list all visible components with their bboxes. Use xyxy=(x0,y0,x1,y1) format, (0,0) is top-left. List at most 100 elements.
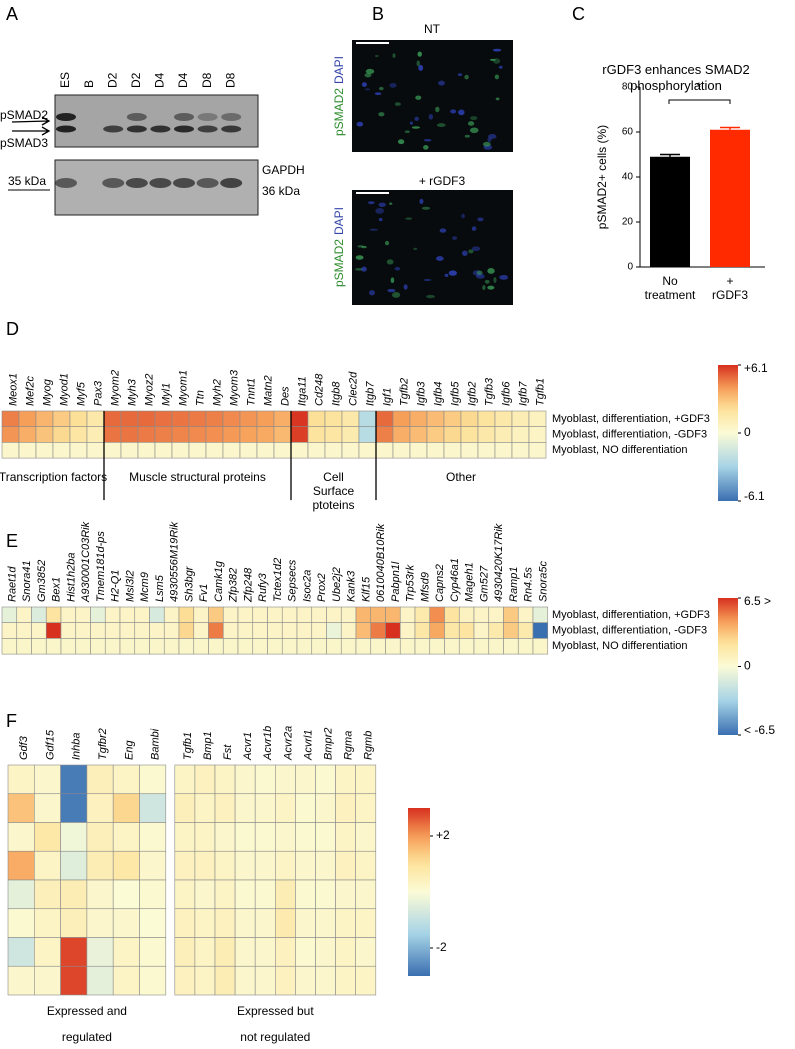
colorbar xyxy=(718,598,738,735)
cell xyxy=(464,74,469,80)
heatmap-cell xyxy=(222,442,241,459)
gene-label: Bmp1 xyxy=(202,731,214,760)
heatmap-cell xyxy=(33,965,61,996)
gene-label: Myoz2 xyxy=(143,374,155,406)
heatmap-cell xyxy=(31,638,47,655)
lane-label: ES xyxy=(58,72,72,88)
cell xyxy=(470,127,479,134)
gene-label: Zfp248 xyxy=(242,567,254,603)
heatmap-cell xyxy=(409,426,428,443)
cell xyxy=(439,228,447,233)
gene-label: Acvr2a xyxy=(282,726,294,761)
heatmap-cell xyxy=(149,622,165,639)
heatmap-cell xyxy=(174,822,196,852)
heatmap-cell xyxy=(399,606,416,623)
heatmap-cell xyxy=(315,937,336,967)
panel-letter: F xyxy=(6,711,17,731)
heatmap-cell xyxy=(137,426,156,443)
heatmap-cell xyxy=(488,638,504,655)
heatmap-cell xyxy=(33,850,61,881)
gene-label: Myog xyxy=(41,378,53,406)
gene-label: Rn4.5s xyxy=(523,567,535,602)
heatmap-cell xyxy=(392,426,411,443)
heatmap-cell xyxy=(120,442,139,459)
cell xyxy=(356,121,364,127)
panel-letter: A xyxy=(6,4,18,24)
heatmap-cell xyxy=(119,606,136,623)
cell xyxy=(405,217,413,220)
row-label: Myoblast, differentiation, -GDF3 xyxy=(552,428,707,440)
row-label: Myoblast, NO differentiation xyxy=(552,444,688,456)
cell xyxy=(487,268,495,274)
gene-label: Tgfb3 xyxy=(483,377,495,406)
bar xyxy=(650,156,690,267)
cell xyxy=(409,121,414,125)
heatmap-cell xyxy=(214,879,236,910)
cell xyxy=(403,284,408,290)
heatmap-cell xyxy=(104,606,121,623)
gene-label: Itga11 xyxy=(296,376,308,406)
y-tick-label: 40 xyxy=(622,172,634,183)
heatmap-cell xyxy=(60,850,88,881)
heatmap-cell xyxy=(90,638,106,655)
heatmap-cell xyxy=(511,426,530,443)
heatmap-cell xyxy=(86,822,114,852)
heatmap-cell xyxy=(60,638,77,655)
band xyxy=(102,178,125,188)
annotation: * xyxy=(697,80,702,94)
band xyxy=(126,113,147,121)
heatmap-cell xyxy=(307,410,326,427)
gene-label: Rufy3 xyxy=(257,572,269,602)
heatmap-cell xyxy=(335,850,357,881)
heatmap-cell xyxy=(7,965,35,996)
heatmap-cell xyxy=(274,965,296,996)
heatmap-cell xyxy=(7,850,35,881)
heatmap-cell xyxy=(75,606,91,623)
gene-label: Camk1g xyxy=(213,560,225,602)
band-label: 36 kDa xyxy=(262,184,300,198)
gene-label: Tgfbr2 xyxy=(97,728,109,760)
heatmap-cell xyxy=(214,965,236,996)
heatmap-cell xyxy=(171,426,190,443)
group-label: Expressed and regulated xyxy=(46,1004,127,1044)
band xyxy=(197,125,218,133)
heatmap-cell xyxy=(385,622,401,639)
cell xyxy=(468,249,474,254)
heatmap-cell xyxy=(326,622,342,639)
heatmap-cell xyxy=(511,442,530,459)
cell xyxy=(361,245,367,249)
heatmap-cell xyxy=(52,442,71,459)
heatmap-cell xyxy=(503,638,519,655)
heatmap-cell xyxy=(295,793,316,823)
cell xyxy=(411,126,421,129)
lane-label: D8 xyxy=(200,72,214,88)
band xyxy=(55,178,77,188)
gene-label: Msl3l2 xyxy=(124,570,136,602)
heatmap-cell xyxy=(1,410,20,427)
band xyxy=(174,125,194,133)
heatmap-cell xyxy=(234,965,256,996)
heatmap-cell xyxy=(194,908,216,938)
heatmap-cell xyxy=(134,606,150,623)
heatmap-cell xyxy=(86,410,105,427)
gene-label: Myl1 xyxy=(160,383,172,406)
group-label: Other xyxy=(445,470,476,484)
heatmap-cell xyxy=(335,879,357,910)
cell xyxy=(495,97,500,101)
heatmap-cell xyxy=(274,850,296,881)
heatmap-cell xyxy=(311,638,327,655)
gene-label: Snora41 xyxy=(21,560,33,602)
heatmap-cell xyxy=(35,426,54,443)
heatmap-cell xyxy=(69,426,88,443)
y-tick-label: 80 xyxy=(622,82,634,93)
heatmap-cell xyxy=(267,606,283,623)
gene-label: Tnnt1 xyxy=(245,378,257,406)
gene-label: Rgmb xyxy=(363,731,375,760)
heatmap-cell xyxy=(477,410,496,427)
heatmap-cell xyxy=(385,606,401,623)
heatmap-cell xyxy=(528,426,547,443)
group-label: Cell Surface ptoteins xyxy=(312,470,355,512)
band xyxy=(197,113,218,121)
heatmap-cell xyxy=(340,622,357,639)
heatmap-cell xyxy=(137,442,156,459)
